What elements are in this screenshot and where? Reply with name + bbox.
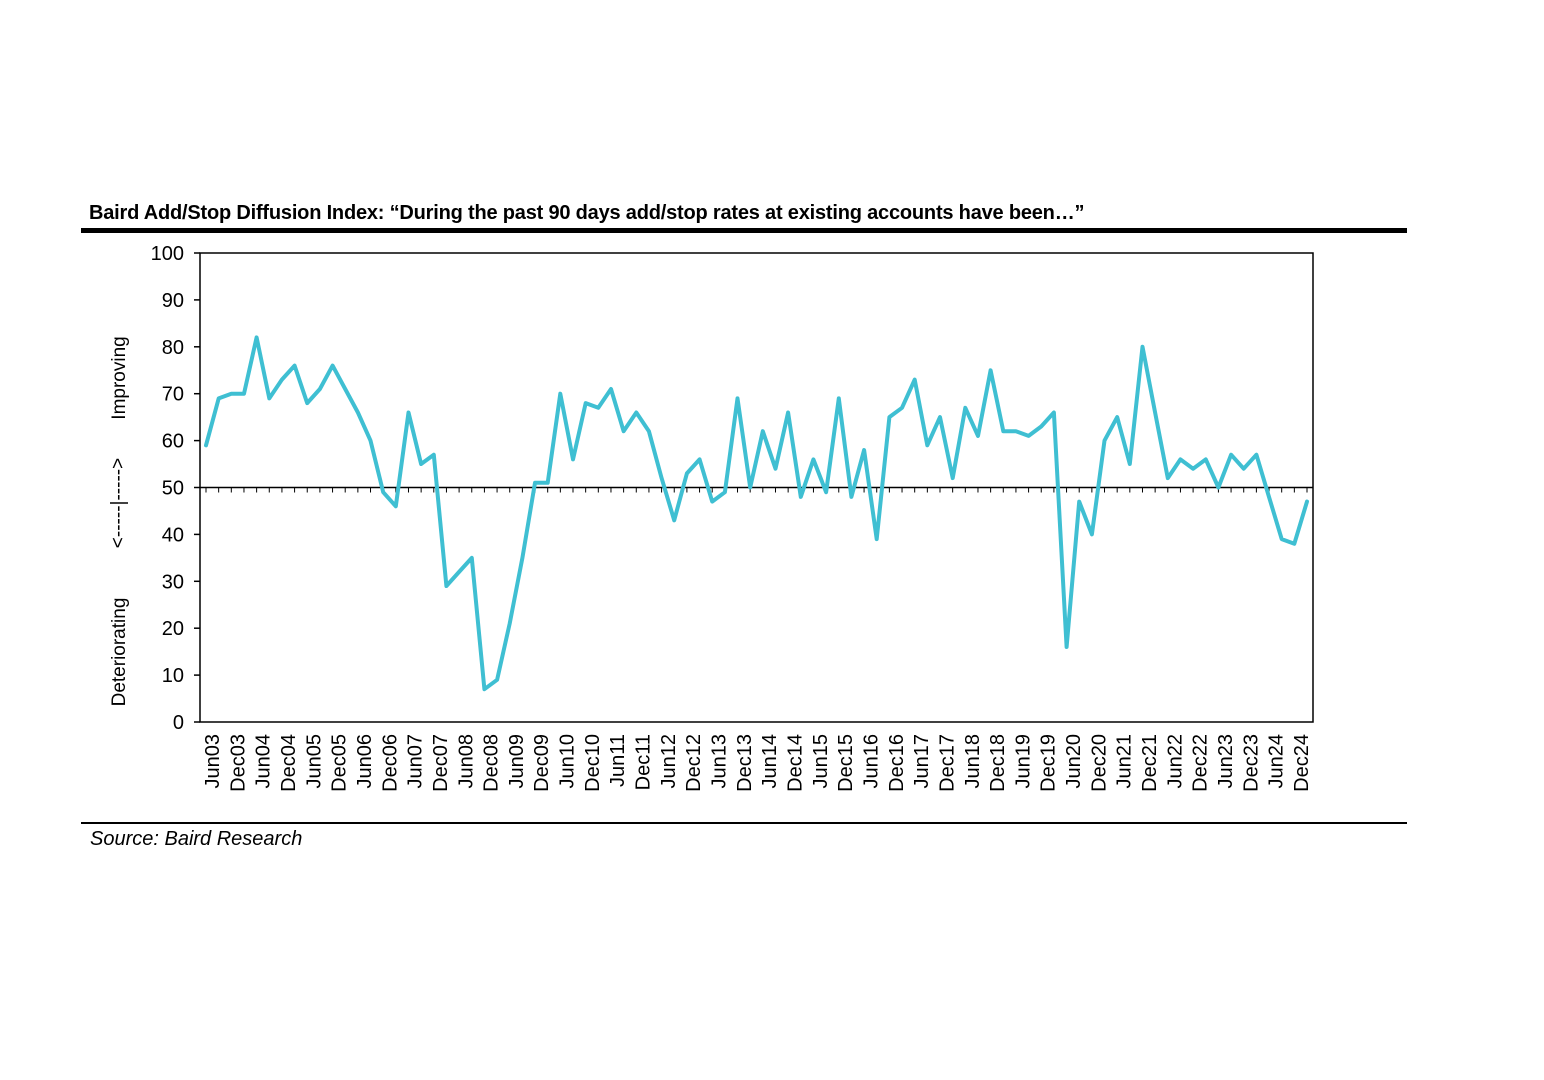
x-tick-label: Dec13 bbox=[734, 734, 756, 792]
x-tick-label: Dec24 bbox=[1291, 734, 1313, 792]
x-tick-label: Jun05 bbox=[303, 734, 325, 789]
x-tick-label: Jun12 bbox=[658, 734, 680, 789]
x-tick-label: Jun22 bbox=[1164, 734, 1186, 789]
x-tick-label: Dec03 bbox=[227, 734, 249, 792]
x-tick-label: Dec15 bbox=[835, 734, 857, 792]
y-axis-ticks: 0 10 20 30 40 50 60 70 80 90 100 bbox=[151, 243, 200, 734]
x-tick-label: Dec05 bbox=[329, 734, 351, 792]
x-tick-label: Dec07 bbox=[430, 734, 452, 792]
x-tick-label: Dec09 bbox=[531, 734, 553, 792]
x-tick-label: Dec22 bbox=[1190, 734, 1212, 792]
y-tick-label: 30 bbox=[162, 571, 184, 593]
x-tick-label: Dec08 bbox=[481, 734, 503, 792]
x-tick-label: Jun06 bbox=[354, 734, 376, 789]
y-tick-label: 0 bbox=[173, 712, 184, 734]
x-tick-label: Jun07 bbox=[405, 734, 427, 789]
series-line bbox=[204, 335, 1309, 692]
x-tick-label: Jun08 bbox=[455, 734, 477, 789]
x-tick-label: Dec19 bbox=[1038, 734, 1060, 792]
y-tick-label: 80 bbox=[162, 337, 184, 359]
x-tick-label: Jun15 bbox=[810, 734, 832, 789]
x-tick-label: Dec21 bbox=[1139, 734, 1161, 792]
x-tick-label: Jun04 bbox=[253, 734, 275, 789]
side-label-improving: Improving bbox=[109, 336, 130, 419]
y-tick-label: 10 bbox=[162, 665, 184, 687]
x-tick-label: Jun09 bbox=[506, 734, 528, 789]
x-axis-labels: Jun03 Dec03 Jun04 Dec04 Jun05 Dec05 Jun06 Dec06… bbox=[202, 734, 1313, 792]
x-tick-label: Jun20 bbox=[1063, 734, 1085, 789]
x-tick-label: Jun03 bbox=[202, 734, 224, 789]
y-tick-label: 60 bbox=[162, 431, 184, 453]
chart-title: Baird Add/Stop Diffusion Index: “During … bbox=[89, 202, 1085, 224]
x-tick-label: Dec11 bbox=[633, 734, 655, 790]
y-tick-label: 100 bbox=[151, 243, 184, 265]
x-tick-label: Jun17 bbox=[911, 734, 933, 789]
x-tick-label: Jun21 bbox=[1114, 734, 1136, 789]
x-tick-label: Jun10 bbox=[557, 734, 579, 789]
source-note: Source: Baird Research bbox=[90, 828, 303, 850]
x-tick-label: Dec06 bbox=[379, 734, 401, 792]
x-tick-label: Dec04 bbox=[278, 734, 300, 792]
side-labels: Improving <-----|-----> Deteriorating bbox=[108, 336, 130, 706]
y-tick-label: 40 bbox=[162, 524, 184, 546]
title-rule bbox=[81, 228, 1407, 233]
x-tick-label: Jun16 bbox=[861, 734, 883, 789]
side-label-deteriorating: Deteriorating bbox=[109, 598, 130, 707]
series-layer bbox=[204, 335, 1309, 692]
x-tick-label: Dec12 bbox=[683, 734, 705, 792]
x-tick-label: Dec17 bbox=[936, 734, 958, 792]
x-tick-label: Jun14 bbox=[759, 734, 781, 789]
y-tick-label: 90 bbox=[162, 290, 184, 312]
x-tick-label: Jun11 bbox=[607, 734, 629, 787]
x-tick-label: Dec20 bbox=[1088, 734, 1110, 792]
x-tick-label: Dec23 bbox=[1240, 734, 1262, 792]
x-tick-label: Jun19 bbox=[1012, 734, 1034, 789]
x-tick-label: Jun23 bbox=[1215, 734, 1237, 789]
y-tick-label: 20 bbox=[162, 618, 184, 640]
reference-line-50 bbox=[200, 486, 1313, 493]
x-tick-label: Dec18 bbox=[987, 734, 1009, 792]
x-tick-label: Jun13 bbox=[709, 734, 731, 789]
bottom-rule bbox=[81, 822, 1407, 824]
x-tick-label: Jun24 bbox=[1266, 734, 1288, 789]
y-tick-label: 50 bbox=[162, 478, 184, 500]
side-label-arrow: <-----|-----> bbox=[108, 458, 129, 548]
x-tick-label: Dec14 bbox=[785, 734, 807, 792]
y-tick-label: 70 bbox=[162, 384, 184, 406]
x-tick-label: Dec10 bbox=[582, 734, 604, 792]
x-tick-label: Jun18 bbox=[962, 734, 984, 789]
x-tick-label: Dec16 bbox=[886, 734, 908, 792]
